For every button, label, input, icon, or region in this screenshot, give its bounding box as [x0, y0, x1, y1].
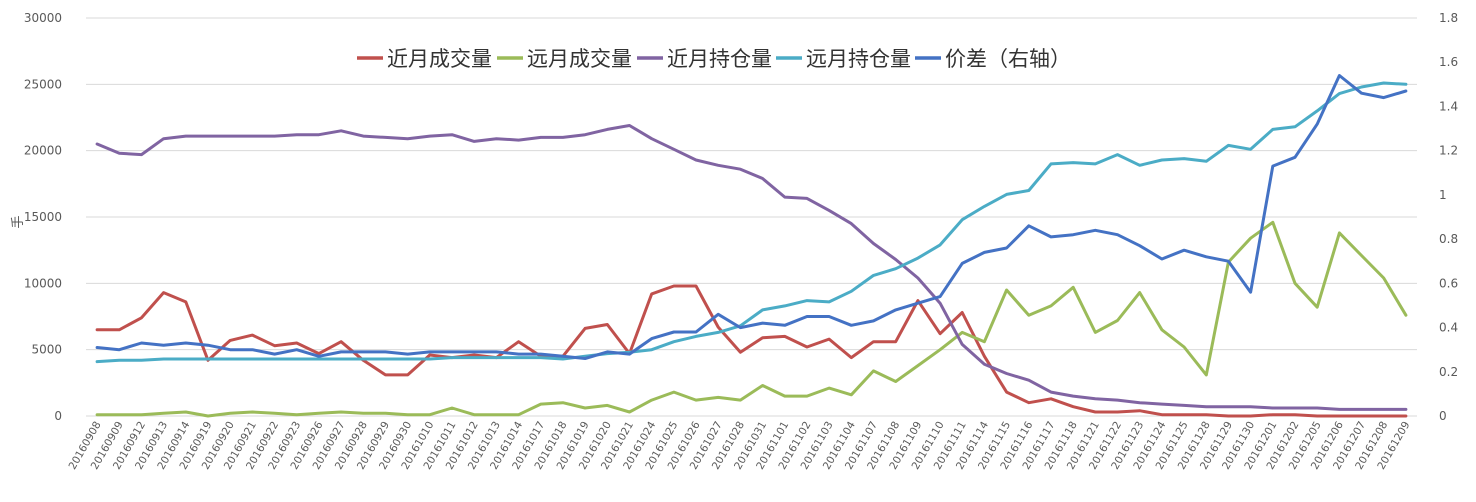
legend-label: 近月成交量: [387, 47, 492, 71]
left-axis-ticks: 0 5000 10000 15000 20000 25000 30000: [24, 11, 62, 423]
x-axis-ticks: 2016090820160909201609122016091320160914…: [67, 419, 1413, 472]
right-tick-label: 1.2: [1439, 144, 1458, 158]
legend-label: 远月成交量: [527, 47, 632, 71]
left-tick-label: 10000: [24, 276, 62, 290]
right-tick-label: 0: [1439, 409, 1447, 423]
legend-label: 价差（右轴）: [945, 47, 1071, 71]
y-axis-label-left: 手: [11, 215, 26, 228]
right-tick-label: 0.2: [1439, 365, 1458, 379]
series-line-4: [95, 74, 1408, 360]
right-axis-ticks: 0 0.2 0.4 0.6 0.8 1 1.2 1.4 1.6 1.8: [1439, 11, 1458, 423]
right-tick-label: 1.4: [1439, 99, 1458, 113]
series-lines: [95, 74, 1408, 418]
legend: 近月成交量 远月成交量 近月持仓量 远月持仓量 价差（右轴）: [357, 47, 1071, 71]
legend-label: 近月持仓量: [667, 47, 772, 71]
right-tick-label: 0.4: [1439, 321, 1458, 335]
series-line-0: [95, 284, 1408, 418]
left-tick-label: 30000: [24, 11, 62, 25]
right-tick-label: 0.6: [1439, 276, 1458, 290]
series-line-2: [95, 124, 1408, 411]
series-line-1: [95, 220, 1408, 418]
series-line-3: [95, 81, 1408, 364]
right-tick-label: 1.8: [1439, 11, 1458, 25]
left-tick-label: 0: [54, 409, 62, 423]
left-tick-label: 5000: [31, 343, 62, 357]
left-tick-label: 20000: [24, 144, 62, 158]
gridlines: [86, 17, 1417, 417]
left-tick-label: 15000: [24, 210, 62, 224]
left-tick-label: 25000: [24, 77, 62, 91]
legend-label: 远月持仓量: [806, 47, 911, 71]
right-tick-label: 0.8: [1439, 232, 1458, 246]
right-tick-label: 1.6: [1439, 55, 1458, 69]
right-tick-label: 1: [1439, 188, 1447, 202]
